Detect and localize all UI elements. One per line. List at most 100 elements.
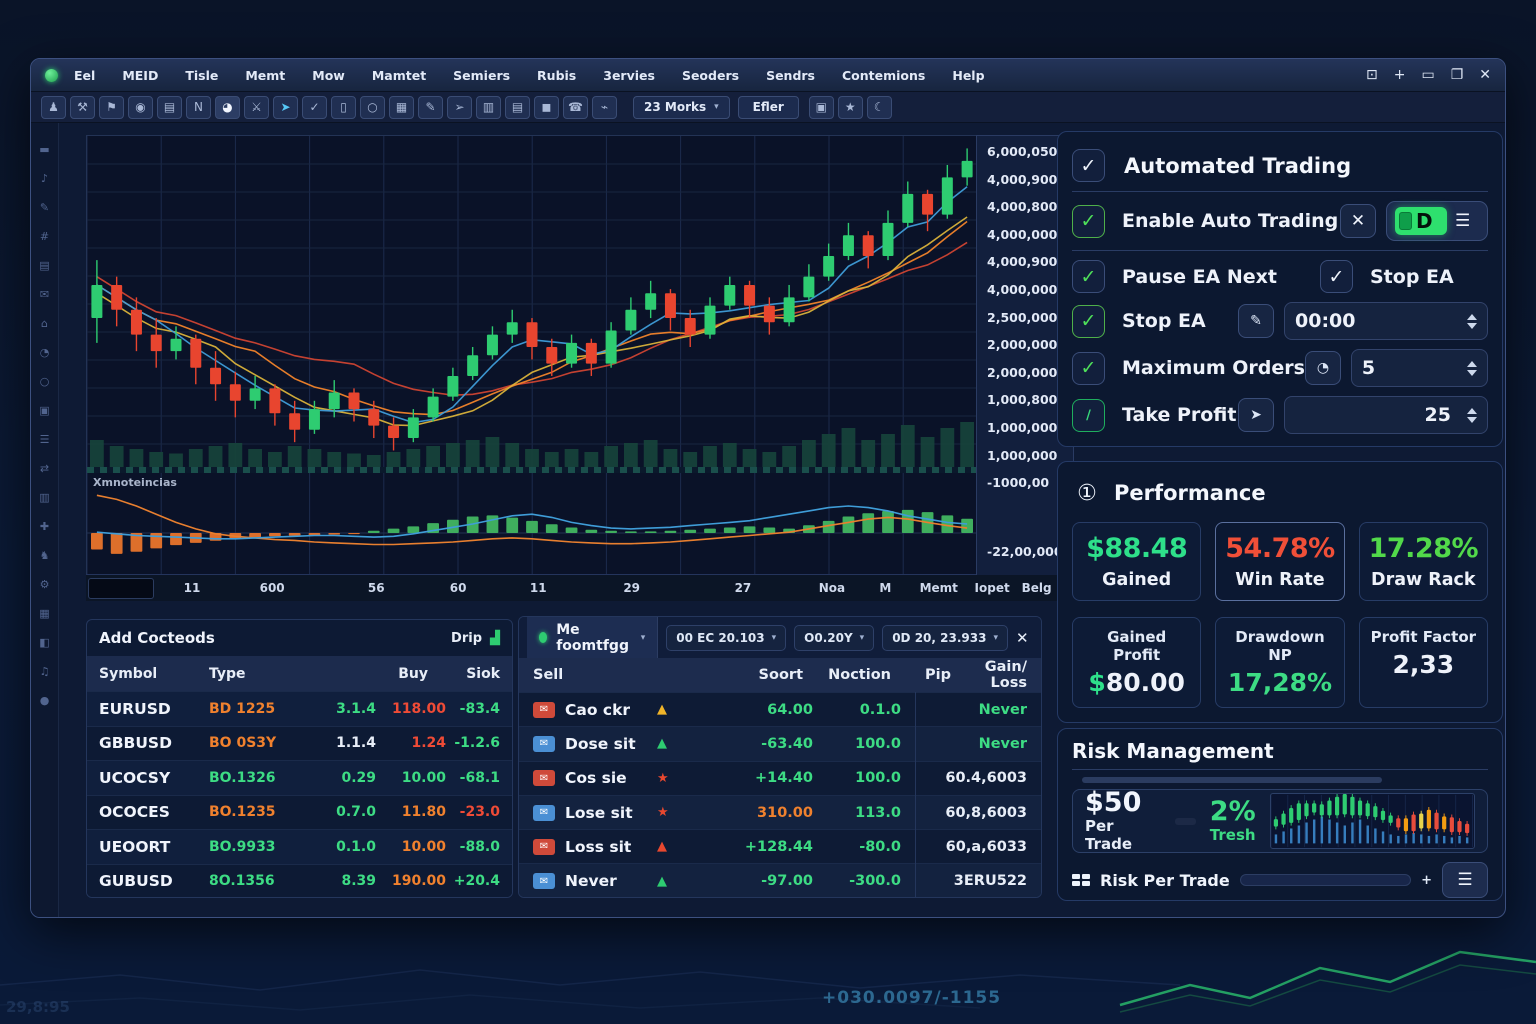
spinner-arrows[interactable] <box>1457 407 1477 423</box>
menu-item-3ervies[interactable]: 3ervies <box>603 67 655 83</box>
gauge-icon[interactable]: ◔ <box>1304 351 1341 385</box>
table-row[interactable]: UCOCSY BO.1326 0.29 10.00 -68.1 <box>87 760 512 795</box>
menu-item-seoders[interactable]: Seoders <box>681 67 740 83</box>
toolbar-button[interactable]: ▥ <box>476 95 501 119</box>
menu-item-memt[interactable]: Memt <box>245 67 286 83</box>
table-row[interactable]: GBBUSD BO 0S3Y 1.1.4 1.24 -1.2.6 <box>87 725 512 760</box>
knight-icon[interactable]: ♞ <box>39 549 50 562</box>
table-row[interactable]: ✉ Loss sit ▲ +128.44 -80.0 60,a,6033 <box>519 829 1041 864</box>
pin-icon[interactable]: ➤ <box>1238 398 1274 432</box>
spinner-arrows[interactable] <box>1457 360 1477 376</box>
circle-icon[interactable]: ○ <box>39 375 50 388</box>
toolbar-button[interactable]: ○ <box>360 95 385 119</box>
pen-icon[interactable]: ✎ <box>39 201 50 214</box>
toolbar-button[interactable]: ▤ <box>157 95 182 119</box>
enable-auto-trading-checkbox[interactable]: ✓ <box>1072 204 1105 238</box>
home-icon[interactable]: ⌂ <box>41 317 48 330</box>
mail-icon[interactable]: ✉ <box>39 288 50 301</box>
menu-item-meid[interactable]: MEID <box>122 67 159 83</box>
toolbar-button[interactable]: ▯ <box>331 95 356 119</box>
maximum-orders-checkbox[interactable]: ✓ <box>1072 351 1105 385</box>
bars-icon[interactable]: ▥ <box>39 491 50 504</box>
filter-button[interactable]: Efler <box>737 95 799 119</box>
music-icon[interactable]: ♪ <box>40 172 49 185</box>
menu-item-mamtet[interactable]: Mamtet <box>371 67 427 83</box>
scroll-pill[interactable] <box>1082 777 1382 783</box>
auto-trading-toggle[interactable]: D ☰ <box>1386 201 1488 241</box>
table-row[interactable]: UEOORT BO.9933 0.1.0 10.00 -88.0 <box>87 829 512 864</box>
box-icon[interactable]: ▣ <box>39 404 50 417</box>
menu-item-contemions[interactable]: Contemions <box>842 67 926 83</box>
risk-slider[interactable] <box>1239 874 1412 886</box>
table-row[interactable]: ✉ Lose sit ★ 310.00 113.0 60,8,6003 <box>519 794 1041 830</box>
axis-corner-box[interactable] <box>88 578 154 599</box>
toolbar-button[interactable]: ◕ <box>215 95 240 119</box>
date-filter-dropdown[interactable]: 0D 20, 23.933 ▾ <box>882 624 1008 651</box>
toolbar-button[interactable]: ☾ <box>866 95 892 119</box>
stop-time-spinner[interactable]: 00:00 <box>1284 302 1488 340</box>
toolbar-button[interactable]: ⚑ <box>99 95 124 119</box>
toolbar-button[interactable]: ▦ <box>389 95 414 119</box>
toolbar-button[interactable]: ✎ <box>418 95 443 119</box>
menu-item-help[interactable]: Help <box>952 67 985 83</box>
stop-ea-shield-checkbox[interactable]: ✓ <box>1072 304 1105 338</box>
positions-corner-label[interactable]: Drip <box>451 630 482 646</box>
toolbar-button[interactable]: ⚒ <box>70 95 95 119</box>
minimize-icon[interactable]: ▭ <box>1421 67 1435 83</box>
toolbar-button[interactable]: ☎ <box>563 95 588 119</box>
dash-icon[interactable]: ▬ <box>39 143 50 156</box>
timeframe-dropdown[interactable]: 23 Morks ▾ <box>633 95 730 119</box>
cards-icon[interactable]: ▤ <box>39 259 50 272</box>
toolbar-button[interactable]: ▣ <box>808 95 834 119</box>
date-filter-dropdown[interactable]: 00 EC 20.103 ▾ <box>666 624 787 651</box>
menu-icon[interactable]: ☰ <box>39 433 50 446</box>
toolbar-button[interactable]: ★ <box>837 95 863 119</box>
gear-icon[interactable]: ⚙ <box>39 578 50 591</box>
toolbar-button[interactable]: ⚔ <box>244 95 269 119</box>
orders-tab[interactable]: Me foomtfgg ▾ <box>527 617 659 658</box>
pause-ea-checkbox[interactable]: ✓ <box>1072 260 1105 293</box>
take-profit-icon[interactable]: ∕ <box>1072 398 1105 432</box>
menu-item-tisle[interactable]: Tisle <box>185 67 219 83</box>
toolbar-button[interactable]: ⌁ <box>592 95 617 119</box>
table-row[interactable]: ✉ Cao ckr ▲ 64.00 0.1.0 Never <box>519 692 1041 727</box>
toolbar-button[interactable]: ▤ <box>505 95 530 119</box>
price-chart-panel[interactable]: Xmnoteincias <box>86 135 977 601</box>
spinner-arrows[interactable] <box>1457 313 1477 329</box>
grid-icon[interactable]: ▦ <box>39 607 50 620</box>
export-icon[interactable]: ⊡ <box>1366 67 1378 83</box>
swap-icon[interactable]: ⇄ <box>39 462 50 475</box>
menu-item-sendrs[interactable]: Sendrs <box>766 67 815 83</box>
note-icon[interactable]: ♫ <box>39 665 50 678</box>
toolbar-button[interactable]: ➢ <box>447 95 472 119</box>
table-row[interactable]: ✉ Dose sit ▲ -63.40 100.0 Never <box>519 726 1041 761</box>
restore-icon[interactable]: ❐ <box>1450 67 1464 83</box>
menu-item-eel[interactable]: Eel <box>74 67 96 83</box>
toolbar-button[interactable]: ♟ <box>41 95 66 119</box>
table-row[interactable]: OCOCES BO.1235 0.7.0 11.80 -23.0 <box>87 794 512 829</box>
gauge-icon[interactable]: ◔ <box>39 346 50 359</box>
new-window-icon[interactable]: + <box>1393 67 1406 83</box>
close-icon[interactable]: ✕ <box>1015 628 1029 647</box>
table-row[interactable]: GUBUSD 8O.1356 8.39 190.00 +20.4 <box>87 863 512 897</box>
close-button[interactable]: ✕ <box>1340 204 1376 238</box>
toolbar-button[interactable]: N <box>186 95 211 119</box>
edit-icon[interactable]: ✎ <box>1238 304 1274 338</box>
indicator-panel[interactable]: Xmnoteincias <box>87 473 977 575</box>
stop-ea-checkbox[interactable]: ✓ <box>1320 260 1353 293</box>
plus-icon[interactable]: + <box>1421 872 1432 888</box>
menu-item-mow[interactable]: Mow <box>312 67 345 83</box>
toolbar-button[interactable]: ◼ <box>534 95 559 119</box>
close-icon[interactable]: ✕ <box>1479 67 1491 83</box>
table-row[interactable]: ✉ Never ▲ -97.00 -300.0 3ERU522 <box>519 863 1041 897</box>
maximum-orders-spinner[interactable]: 5 <box>1350 349 1488 387</box>
table-row[interactable]: ✉ Cos sie ★ +14.40 100.0 60.4,6003 <box>519 760 1041 795</box>
toolbar-button[interactable]: ➤ <box>273 95 298 119</box>
candlestick-chart[interactable] <box>87 136 977 467</box>
risk-menu-button[interactable]: ☰ <box>1442 862 1488 898</box>
toolbar-button[interactable]: ◉ <box>128 95 153 119</box>
date-filter-dropdown[interactable]: O0.20Y ▾ <box>794 624 875 651</box>
plus-icon[interactable]: ✚ <box>39 520 50 533</box>
hash-icon[interactable]: # <box>39 230 50 243</box>
take-profit-spinner[interactable]: 25 <box>1284 396 1488 434</box>
